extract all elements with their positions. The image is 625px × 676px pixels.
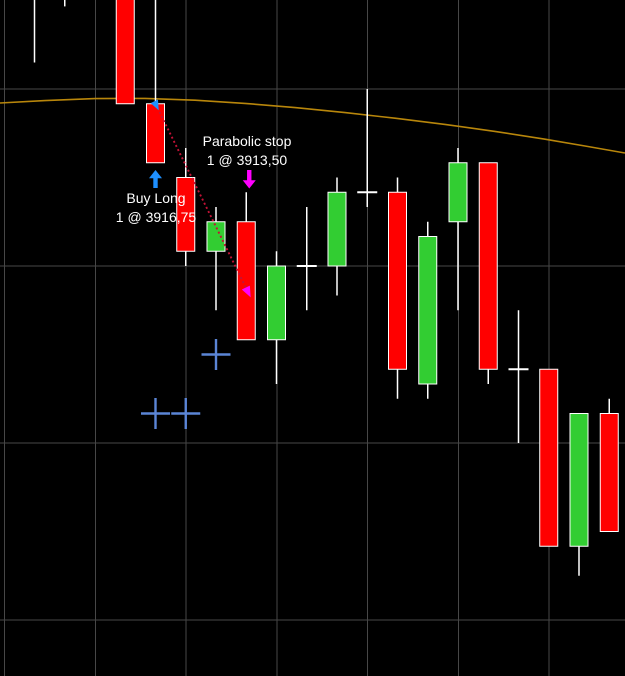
psar-plus-icon	[171, 398, 201, 429]
candle-body-down	[146, 103, 165, 164]
psar-plus-icon	[201, 339, 231, 370]
candle-body-up	[327, 191, 347, 267]
parabolic-stop-arrow-icon	[242, 170, 256, 189]
candle-body-down	[236, 221, 256, 341]
trade-exit-arrowhead-icon	[241, 285, 251, 298]
buy-long-annotation: Buy Long 1 @ 3916,75	[116, 189, 196, 226]
candle-body-down	[599, 413, 619, 532]
candle-body-up	[448, 162, 468, 223]
candle-body-up	[267, 265, 286, 341]
parabolic-stop-annotation-line2: 1 @ 3913,50	[206, 151, 288, 168]
parabolic-stop-annotation-line1: Parabolic stop	[202, 133, 292, 149]
candle-body-down	[539, 368, 559, 547]
candle-body-down	[388, 191, 407, 370]
buy-long-arrow-icon	[149, 170, 162, 188]
parabolic-stop-annotation: Parabolic stop 1 @ 3913,50	[203, 132, 292, 169]
psar-plus-icon	[141, 398, 170, 429]
moving-average-line	[0, 97, 625, 154]
candle-body-down	[176, 177, 196, 252]
buy-long-annotation-line2: 1 @ 3916,75	[115, 208, 197, 225]
trade-entry-arrowhead-icon	[150, 99, 159, 111]
buy-long-annotation-line1: Buy Long	[126, 190, 186, 206]
candle-body-up	[206, 221, 226, 252]
candle-body-up	[569, 413, 589, 547]
candle-body-down	[478, 162, 498, 370]
candle-body-up	[418, 236, 438, 385]
trade-connector-line	[154, 103, 251, 296]
candle-body-down	[115, 0, 135, 105]
